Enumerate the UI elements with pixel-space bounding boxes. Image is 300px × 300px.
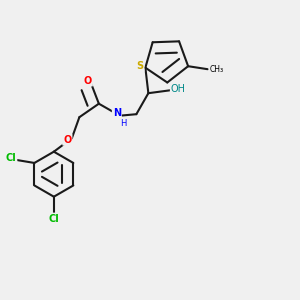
- Text: Cl: Cl: [49, 214, 59, 224]
- Text: OH: OH: [171, 84, 186, 94]
- Text: S: S: [136, 61, 143, 71]
- Text: CH₃: CH₃: [209, 65, 223, 74]
- Text: H: H: [120, 119, 126, 128]
- Text: Cl: Cl: [6, 153, 16, 164]
- Text: O: O: [63, 135, 71, 145]
- Text: N: N: [113, 108, 121, 118]
- Text: O: O: [84, 76, 92, 85]
